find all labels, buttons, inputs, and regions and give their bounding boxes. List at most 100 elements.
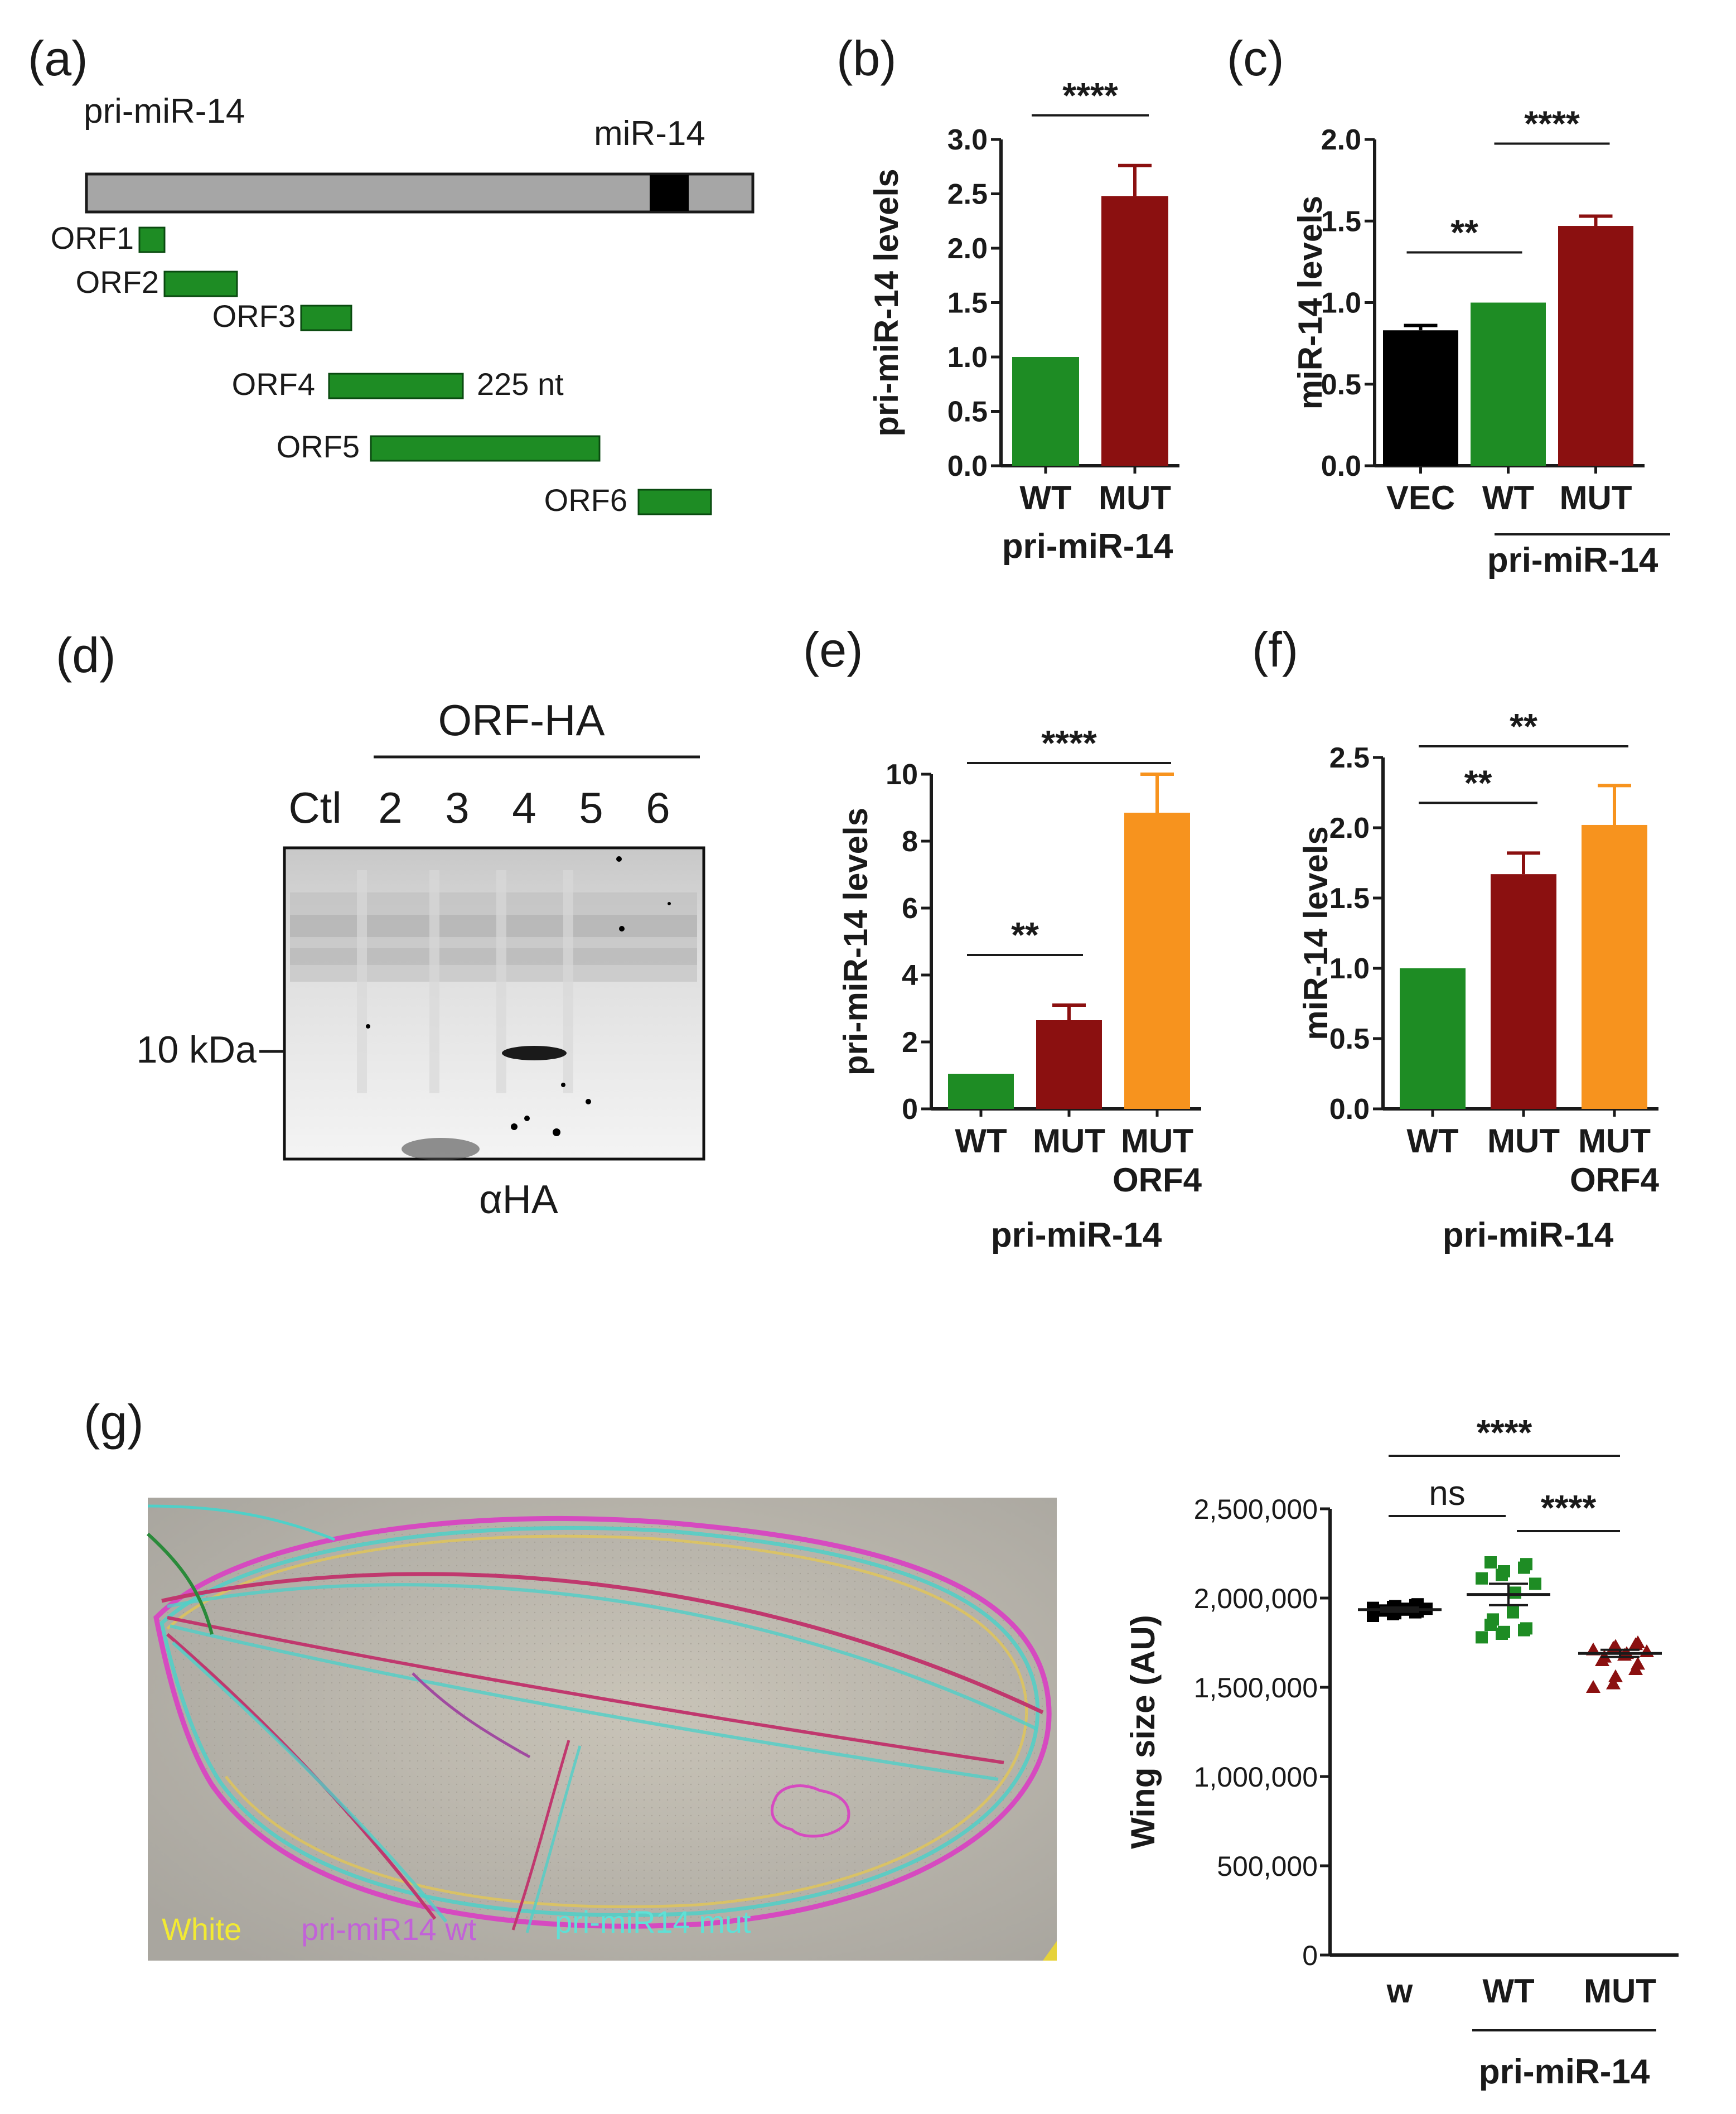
band-icon [502,1046,567,1060]
x-tick-label: MUT [1578,1122,1651,1160]
y-tick-label: 1.5 [1321,205,1361,238]
lane-label: 6 [646,783,670,832]
data-point [1484,1556,1497,1568]
lane-label: Ctl [288,783,341,832]
y-axis-label: pri-miR-14 levels [868,168,905,436]
chart-wing-size-g: 0 500,000 1,000,000 1,500,000 2,000,000 2,500… [1124,1412,1679,2091]
y-tick-label: 1,500,000 [1194,1672,1318,1703]
legend-mut: pri-miR14 mut [555,1904,751,1939]
data-point [1498,1565,1510,1577]
x-group-label: pri-miR-14 [1002,527,1173,566]
y-tick-label: 6 [902,892,918,925]
mirna-segment-icon [650,175,689,211]
bar-mut [1101,196,1168,466]
y-tick-label: 1.5 [947,287,988,320]
data-point [1608,1669,1623,1682]
data-point [1476,1572,1488,1585]
lane-labels: Ctl 2 3 4 5 6 [288,783,670,832]
significance-label: ** [1011,915,1039,955]
x-group-label: pri-miR-14 [1443,1216,1614,1254]
data-point [1509,1586,1521,1599]
data-point [1529,1577,1541,1590]
bar-mut [1491,874,1556,1109]
y-tick-label: 8 [902,826,918,858]
orf-label: ORF4 [232,366,315,402]
mirna-label: miR-14 [594,114,705,153]
orf-bar-icon [138,226,166,253]
data-point [1631,1635,1645,1648]
bar-wt [1471,302,1546,466]
significance-label: **** [1541,1488,1597,1528]
x-group-label: pri-miR-14 [1479,2053,1650,2091]
blot-header: ORF-HA [438,696,605,745]
bar-mut-orf4 [1582,824,1647,1109]
y-tick-label: 0.0 [1321,450,1361,482]
significance-label: ** [1450,213,1478,253]
y-tick-label: 500,000 [1217,1851,1318,1882]
data-point [1606,1676,1621,1690]
x-tick-label: VEC [1386,479,1455,517]
lane-label: 5 [579,783,603,832]
lane-label: 2 [378,783,402,832]
panel-g-wing-image: White pri-miR14 wt pri-miR14 mut [146,1498,1057,1961]
y-tick-label: 2.5 [1329,742,1370,774]
y-tick-label: 2 [902,1026,918,1059]
size-marker-label: 10 kDa [137,1029,257,1071]
transcript-bar-icon [85,172,755,214]
x-tick-label: MUT [1121,1122,1193,1160]
x-tick-label: MUT [1487,1122,1560,1160]
lane-label: 3 [445,783,469,832]
x-tick-label: WT [955,1122,1007,1160]
data-point [1631,1657,1645,1670]
data-point [1507,1606,1519,1619]
legend-white: White [162,1912,241,1947]
x-tick-label: WT [1406,1122,1458,1160]
y-tick-label: 0.0 [947,450,988,482]
significance-label: **** [1524,103,1580,143]
x-tick-label: ORF4 [1570,1161,1660,1199]
orf-length-label: 225 nt [477,366,564,402]
y-tick-label: 0.5 [1329,1023,1370,1055]
wing-overlay-icon [146,1504,1052,1933]
panel-label-f: (f) [1252,622,1298,677]
y-tick-label: 0.5 [1321,369,1361,401]
y-tick-label: 1.0 [947,341,988,374]
chart-mir14-levels-c: 0.0 0.5 1.0 1.5 2.0 miR-14 levels VEC WT MUT pri-… [1292,103,1670,580]
orf-bar-icon [163,271,238,297]
bar-mut-orf4 [1124,813,1190,1109]
panel-label-d: (d) [56,628,116,683]
significance-label: ** [1464,762,1492,803]
lane-label: 4 [512,783,536,832]
orf-list: ORF1 ORF2 ORF3 ORF4 225 nt ORF5 ORF6 [51,220,712,518]
x-group-label: pri-miR-14 [991,1216,1162,1254]
data-point [1586,1680,1600,1693]
y-tick-label: 2.0 [1321,124,1361,156]
y-axis-label: miR-14 levels [1292,196,1329,410]
y-axis-label: Wing size (AU) [1124,1615,1162,1848]
y-tick-label: 1.5 [1329,882,1370,915]
y-axis-label: pri-miR-14 levels [837,808,874,1075]
corner-mark [1043,1941,1057,1961]
x-tick-label: WT [1482,479,1534,517]
x-tick-label: ORF4 [1113,1161,1202,1199]
x-group-label: pri-miR-14 [1487,541,1658,580]
x-tick-label: WT [1019,479,1071,517]
x-tick-label: MUT [1560,479,1632,517]
y-tick-label: 0 [1302,1940,1318,1971]
y-tick-label: 2,000,000 [1194,1583,1318,1614]
chart-pri-mir14-levels-b: 0.0 0.5 1.0 1.5 2.0 2.5 3.0 pri-miR-14 levels WT… [868,75,1179,566]
bar-mut [1558,226,1633,466]
bar-wt [1400,968,1466,1109]
data-point [1498,1625,1510,1638]
panel-d-blot: ORF-HA Ctl 2 3 4 5 6 10 kDa αHA [137,696,705,1222]
legend-wt: pri-miR14 wt [301,1912,477,1947]
panel-labels: (a) (b) (c) (d) (e) (f) (g) [28,31,1298,1450]
significance-label: ns [1429,1474,1465,1513]
bar-wt [1012,357,1079,466]
y-tick-label: 2,500,000 [1194,1494,1318,1525]
y-axis-label: miR-14 levels [1297,826,1334,1040]
y-tick-label: 1.0 [1329,953,1370,985]
